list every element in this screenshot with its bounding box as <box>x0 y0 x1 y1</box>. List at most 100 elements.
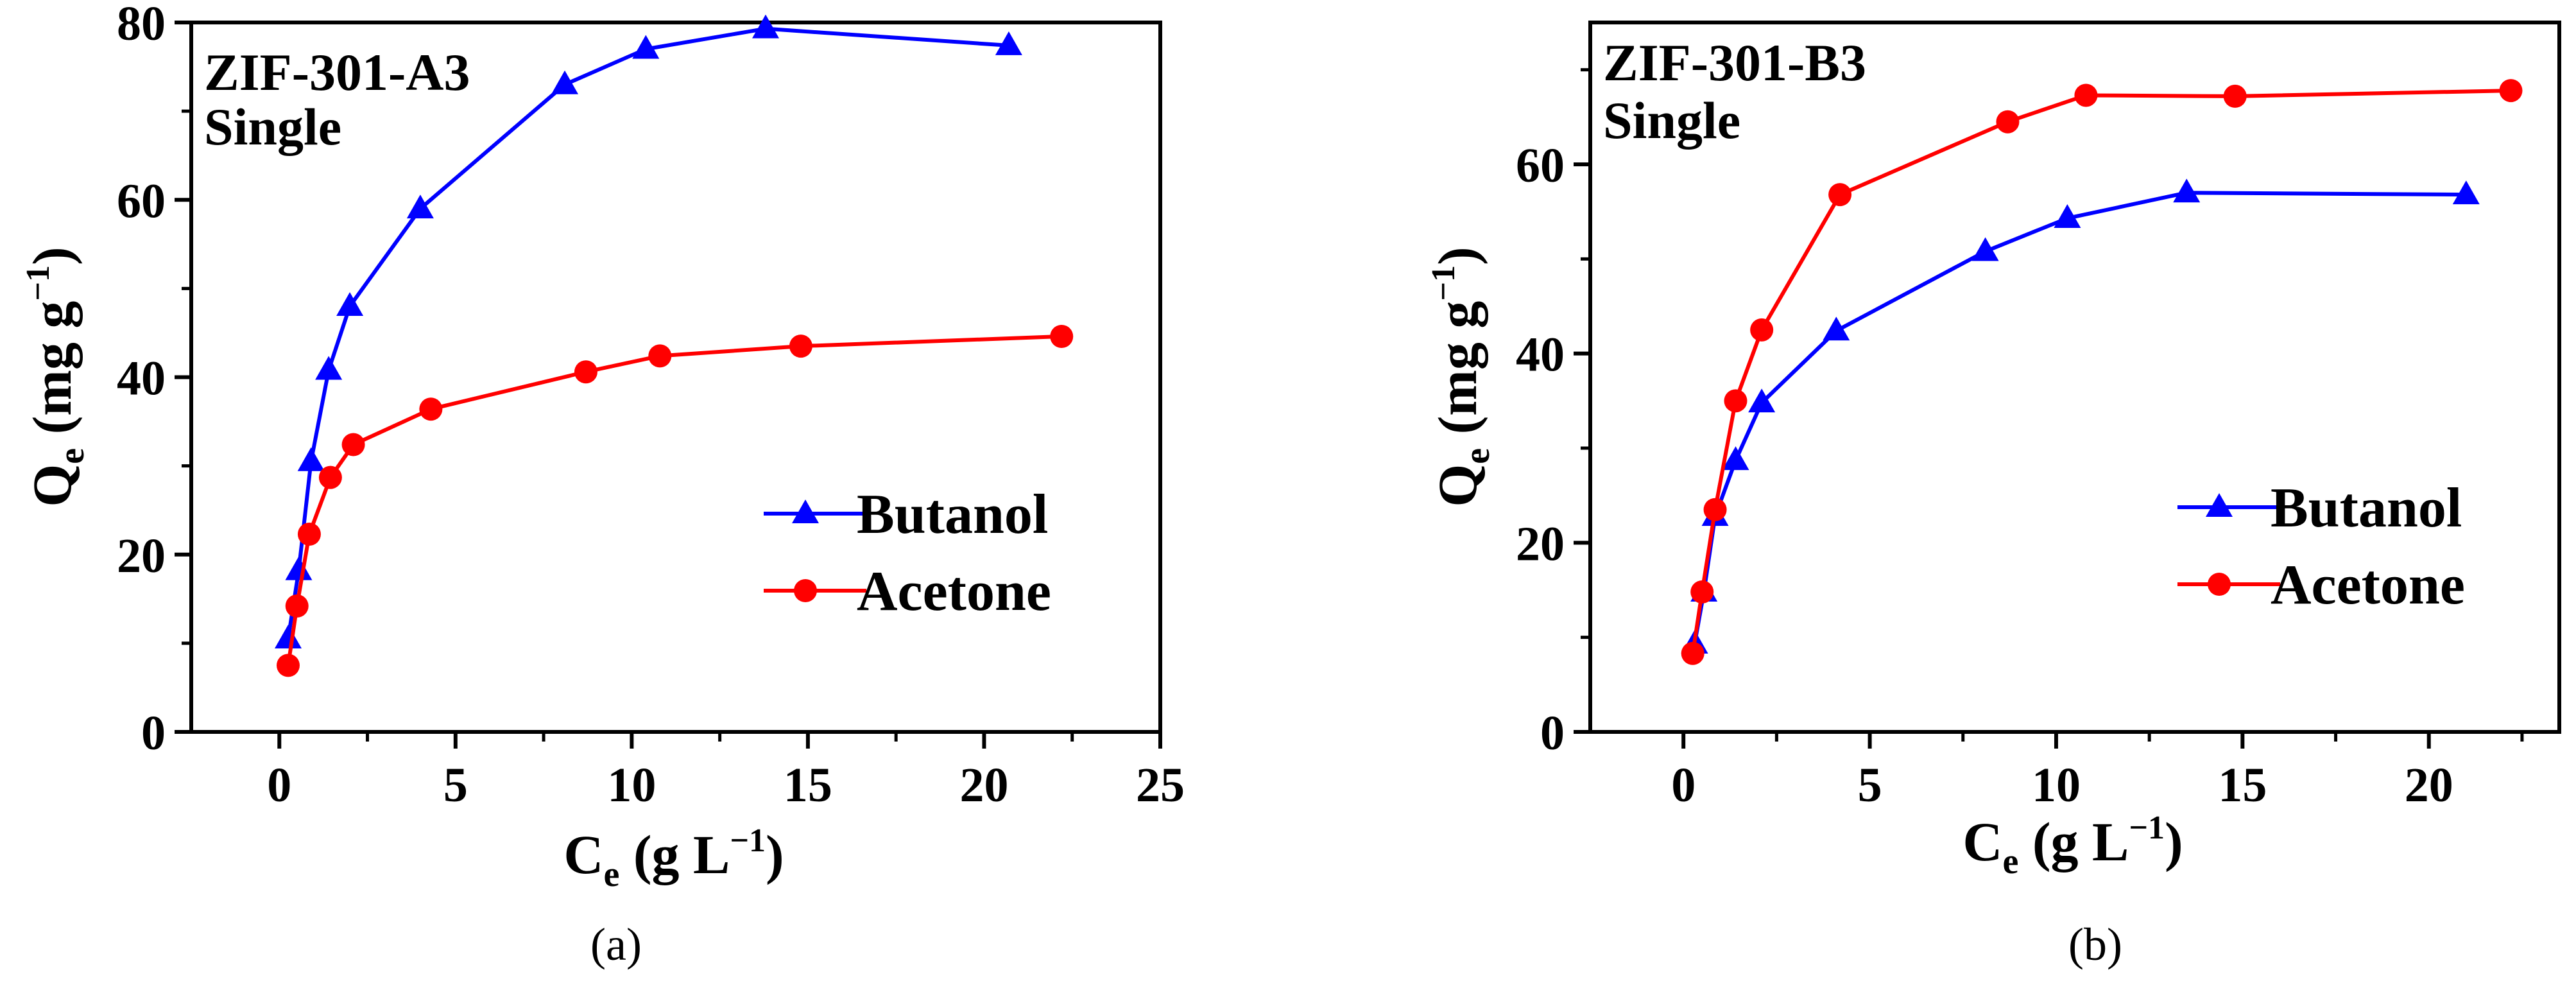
sample-annotation: ZIF-301-B3 <box>1603 33 1866 92</box>
series-acetone <box>1681 79 2523 665</box>
data-point-butanol <box>336 292 364 316</box>
data-point-butanol <box>315 356 343 380</box>
panel-label: (a) <box>590 919 642 970</box>
data-point-acetone <box>285 594 309 618</box>
y-axis-title-unit: (mg g <box>1427 301 1488 448</box>
x-tick-label: 5 <box>1858 758 1882 812</box>
y-tick-label: 40 <box>117 352 166 406</box>
data-point-butanol <box>752 14 780 39</box>
x-tick-label: 10 <box>2032 758 2081 812</box>
y-tick-label: 40 <box>1516 328 1565 382</box>
y-tick-label: 0 <box>1540 706 1565 760</box>
legend-triangle-marker <box>792 499 819 523</box>
y-tick-label: 80 <box>117 0 166 51</box>
legend-circle-marker <box>794 579 817 602</box>
x-axis-title-unit: (g L <box>619 824 730 885</box>
x-axis-title-unit-end: ) <box>2165 811 2183 873</box>
y-axis-title-sub: e <box>1457 448 1497 464</box>
data-point-butanol <box>2173 178 2201 203</box>
series-acetone <box>277 324 1074 677</box>
y-tick-label: 20 <box>1516 517 1565 571</box>
x-tick-label: 20 <box>959 758 1008 812</box>
x-axis-title-sup: −1 <box>730 822 766 859</box>
x-axis-title-sub: e <box>603 855 619 894</box>
data-point-acetone <box>648 344 672 368</box>
data-point-acetone <box>1996 110 2020 134</box>
x-axis-title-main: C <box>1962 811 2002 873</box>
data-point-butanol <box>551 70 579 94</box>
legend-triangle-marker <box>2206 493 2233 517</box>
x-axis-title-unit: (g L <box>2018 811 2129 873</box>
y-tick-label: 20 <box>117 529 166 583</box>
data-point-acetone <box>2499 79 2523 103</box>
panel-label: (b) <box>2068 919 2122 970</box>
x-tick-label: 0 <box>267 758 291 812</box>
data-point-butanol <box>1823 317 1850 341</box>
series-line-butanol <box>286 26 1009 639</box>
x-tick-label: 10 <box>607 758 656 812</box>
legend-item-butanol: Butanol <box>2177 477 2462 539</box>
legend-label: Acetone <box>857 560 1051 623</box>
y-axis-title: Qe (mg g−1) <box>1425 247 1497 507</box>
data-point-acetone <box>574 360 597 384</box>
y-axis-title-unit-end: ) <box>21 247 83 265</box>
data-point-acetone <box>1828 183 1852 207</box>
x-tick-label: 0 <box>1671 758 1696 812</box>
mode-annotation: Single <box>204 98 341 156</box>
data-point-butanol <box>632 35 660 59</box>
x-tick-label: 5 <box>443 758 468 812</box>
data-point-acetone <box>1724 389 1747 413</box>
series-butanol <box>275 14 1022 648</box>
y-axis-title: Qe (mg g−1) <box>20 247 92 507</box>
y-tick-label: 0 <box>141 706 166 760</box>
sample-annotation: ZIF-301-A3 <box>204 43 470 101</box>
y-axis-title-main: Q <box>1427 464 1488 507</box>
x-axis-title: Ce (g L−1) <box>563 822 784 894</box>
x-tick-label: 15 <box>784 758 832 812</box>
y-tick-label: 60 <box>1516 139 1565 193</box>
y-axis-title-sup: −1 <box>20 265 56 301</box>
x-tick-label: 15 <box>2218 758 2267 812</box>
data-point-butanol <box>285 556 313 580</box>
x-axis-title-sub: e <box>2002 842 2018 881</box>
data-point-acetone <box>789 334 812 358</box>
legend-label: Butanol <box>857 483 1048 546</box>
data-point-acetone <box>2223 84 2247 108</box>
series-line-acetone <box>286 334 1062 666</box>
data-point-butanol <box>275 624 302 648</box>
x-axis-title-sup: −1 <box>2129 810 2165 846</box>
data-point-butanol <box>2054 204 2081 228</box>
x-axis-title-unit-end: ) <box>766 824 784 885</box>
legend-item-acetone: Acetone <box>2177 554 2465 616</box>
x-tick-label: 25 <box>1136 758 1185 812</box>
legend-item-acetone: Acetone <box>764 560 1051 623</box>
data-point-butanol <box>1971 237 1999 261</box>
y-axis-title-sup: −1 <box>1425 265 1462 301</box>
plot-frame <box>1588 21 2561 734</box>
y-axis-title-main: Q <box>21 464 83 507</box>
data-point-acetone <box>1703 498 1727 521</box>
data-point-acetone <box>2074 83 2098 107</box>
data-point-butanol <box>995 31 1022 55</box>
data-point-butanol <box>297 447 325 471</box>
mode-annotation: Single <box>1603 91 1740 150</box>
y-axis-title-unit-end: ) <box>1427 247 1488 265</box>
data-point-acetone <box>1050 324 1074 348</box>
data-point-acetone <box>297 522 321 546</box>
legend-label: Acetone <box>2271 554 2465 616</box>
x-tick-label: 20 <box>2405 758 2453 812</box>
y-tick-label: 60 <box>117 174 166 228</box>
data-point-acetone <box>1681 641 1704 665</box>
legend-item-butanol: Butanol <box>764 483 1048 546</box>
data-point-butanol <box>1722 446 1749 471</box>
x-axis-title-main: C <box>563 824 603 885</box>
data-point-acetone <box>1690 580 1714 604</box>
data-point-acetone <box>277 654 300 677</box>
data-point-butanol <box>406 195 434 219</box>
data-point-acetone <box>318 465 342 489</box>
data-point-acetone <box>419 397 443 421</box>
series-line-acetone <box>1690 89 2511 654</box>
